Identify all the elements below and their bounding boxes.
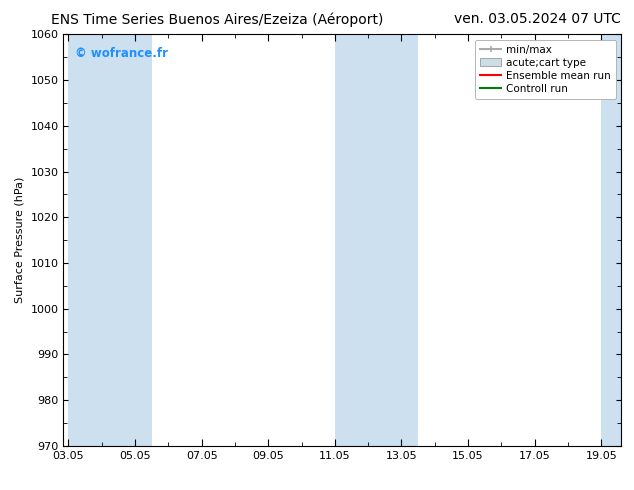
- Text: ENS Time Series Buenos Aires/Ezeiza (Aéroport): ENS Time Series Buenos Aires/Ezeiza (Aér…: [51, 12, 383, 27]
- Text: © wofrance.fr: © wofrance.fr: [75, 47, 167, 60]
- Bar: [601, 34, 621, 446]
- Bar: [68, 34, 152, 446]
- Legend: min/max, acute;cart type, Ensemble mean run, Controll run: min/max, acute;cart type, Ensemble mean …: [475, 40, 616, 99]
- Bar: [335, 34, 418, 446]
- Text: ven. 03.05.2024 07 UTC: ven. 03.05.2024 07 UTC: [455, 12, 621, 26]
- Y-axis label: Surface Pressure (hPa): Surface Pressure (hPa): [15, 177, 25, 303]
